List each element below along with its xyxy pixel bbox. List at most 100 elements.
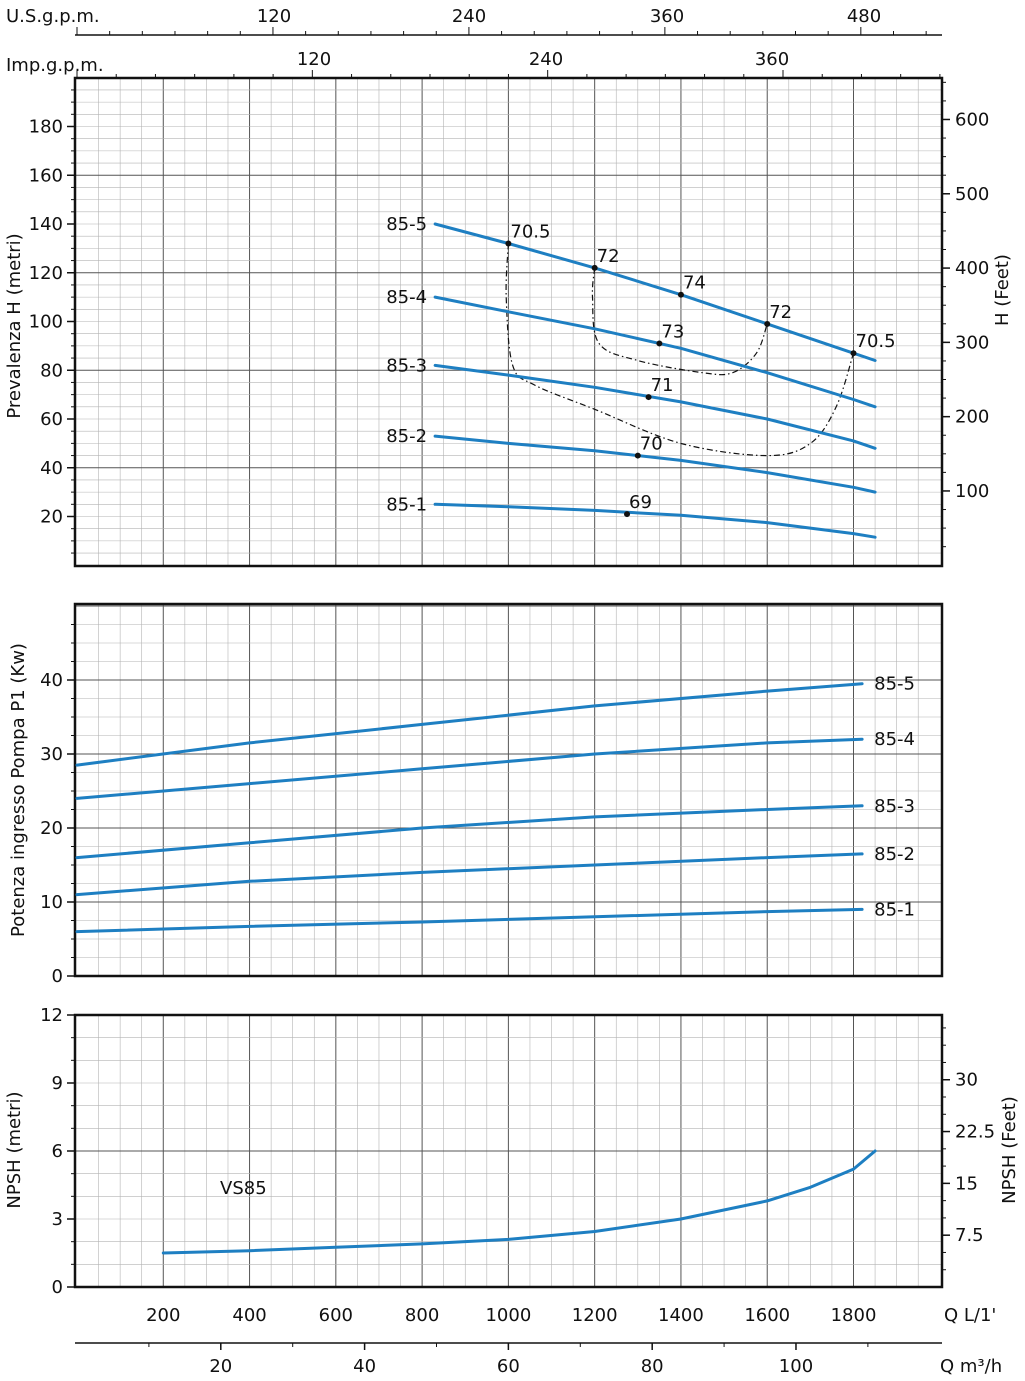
- y-tick-label: 9: [52, 1073, 63, 1094]
- y-tick-label: 120: [29, 263, 63, 284]
- m3h-axis-label: Q m³/h: [940, 1356, 1002, 1377]
- head-grid: [73, 76, 944, 568]
- series-label: 85-2: [386, 426, 427, 447]
- efficiency-point: [656, 340, 663, 347]
- npsh-right-axis-label: NPSH (Feet): [999, 1096, 1020, 1204]
- y-tick-label: 3: [52, 1209, 63, 1230]
- y-tick-label: 12: [40, 1005, 63, 1026]
- y-tick-label: 30: [40, 744, 63, 765]
- series-label: 85-1: [874, 899, 915, 920]
- usgpm-tick-label: 360: [650, 6, 684, 27]
- y-tick-label: 6: [52, 1141, 63, 1162]
- usgpm-tick-label: 480: [847, 6, 881, 27]
- lmin-tick-label: 1600: [744, 1305, 790, 1326]
- lmin-tick-labels: 200 400 600 800 1000 1200 1400 1600 1800: [146, 1305, 876, 1326]
- usgpm-axis-label: U.S.g.p.m.: [6, 6, 100, 27]
- right-tick-label: 15: [955, 1173, 978, 1194]
- y-tick-label: 180: [29, 117, 63, 138]
- head-y-axis-label: Prevalenza H (metri): [4, 233, 25, 418]
- efficiency-point-label: 70.5: [856, 331, 896, 352]
- right-tick-label: 500: [955, 184, 989, 205]
- right-tick-label: 400: [955, 258, 989, 279]
- lmin-tick-label: 1400: [658, 1305, 704, 1326]
- efficiency-point: [591, 264, 598, 271]
- series-line-85-3: [433, 363, 877, 450]
- series-label: 85-1: [386, 494, 427, 515]
- series-line-85-1: [75, 907, 864, 934]
- head-chart: 70.5 72 74 72 70.5 73 71 70 69 20 40 60 80 100 120 140…: [4, 76, 1013, 568]
- right-tick-label: 300: [955, 332, 989, 353]
- series-label: 85-4: [386, 287, 427, 308]
- efficiency-point-label: 71: [651, 375, 674, 396]
- impgpm-axis-label: Imp.g.p.m.: [6, 55, 104, 76]
- series-line-85-5: [433, 222, 877, 362]
- y-tick-label: 0: [52, 966, 63, 987]
- lmin-tick-label: 200: [146, 1305, 180, 1326]
- head-right-axis-label: H (Feet): [992, 254, 1013, 326]
- y-tick-label: 0: [52, 1277, 63, 1298]
- lmin-tick-label: 600: [319, 1305, 353, 1326]
- npsh-chart: 0 3 6 9 12 7.5 15 22.5 30 NPSH (metri) NPSH (Fee…: [4, 1005, 1020, 1298]
- npsh-y-ticks: 0 3 6 9 12 7.5 15 22.5 30: [40, 1005, 995, 1298]
- efficiency-point-label: 73: [661, 321, 684, 342]
- npsh-model-annotation: VS85: [220, 1178, 267, 1199]
- power-grid: [73, 602, 944, 978]
- series-line-85-2: [433, 434, 877, 494]
- efficiency-point-label: 72: [769, 302, 792, 323]
- y-tick-label: 20: [40, 818, 63, 839]
- usgpm-tick-label: 240: [452, 6, 486, 27]
- series-line-85-4: [75, 737, 864, 800]
- efficiency-point-label: 74: [683, 273, 706, 294]
- series-line-85-2: [75, 852, 864, 897]
- lmin-tick-label: 1000: [485, 1305, 531, 1326]
- series-line-85-3: [75, 804, 864, 860]
- m3h-tick-label: 80: [641, 1356, 664, 1377]
- series-line-VS85: [161, 1149, 877, 1255]
- head-series-labels: 85-5 85-4 85-3 85-2 85-1: [386, 214, 427, 515]
- right-tick-label: 100: [955, 481, 989, 502]
- m3h-tick-label: 20: [209, 1356, 232, 1377]
- efficiency-point: [505, 240, 512, 247]
- series-label: 85-5: [874, 674, 915, 695]
- y-tick-label: 10: [40, 892, 63, 913]
- efficiency-point-label: 72: [597, 246, 620, 267]
- efficiency-point-label: 70: [640, 434, 663, 455]
- y-tick-label: 60: [40, 409, 63, 430]
- right-tick-label: 22.5: [955, 1122, 995, 1143]
- usgpm-tick-label: 120: [257, 6, 291, 27]
- top-axes: U.S.g.p.m. Imp.g.p.m. 120 240 360 480 12…: [6, 6, 942, 79]
- impgpm-tick-label: 120: [297, 49, 331, 70]
- efficiency-point-label: 69: [629, 492, 652, 513]
- impgpm-tick-label: 240: [529, 49, 563, 70]
- y-tick-label: 80: [40, 360, 63, 381]
- m3h-tick-labels: 20 40 60 80 100: [148, 1343, 869, 1377]
- power-series-labels: 85-5 85-4 85-3 85-2 85-1: [874, 674, 915, 921]
- efficiency-contour-72: [591, 267, 768, 376]
- npsh-grid: [73, 1013, 944, 1289]
- y-tick-label: 160: [29, 165, 63, 186]
- npsh-curve: [161, 1149, 877, 1255]
- lmin-tick-label: 1800: [831, 1305, 877, 1326]
- series-label: 85-2: [874, 844, 915, 865]
- efficiency-point: [764, 320, 771, 327]
- series-line-85-1: [433, 502, 877, 539]
- efficiency-point: [634, 452, 641, 459]
- series-label: 85-3: [386, 355, 427, 376]
- m3h-tick-label: 60: [497, 1356, 520, 1377]
- series-label: 85-4: [874, 729, 915, 750]
- series-label: 85-3: [874, 796, 915, 817]
- efficiency-point: [645, 394, 652, 401]
- power-y-ticks: 0 10 20 30 40: [40, 624, 75, 987]
- panel-frame: [73, 602, 944, 978]
- impgpm-tick-label: 360: [755, 49, 789, 70]
- right-tick-label: 200: [955, 407, 989, 428]
- efficiency-point: [850, 350, 857, 357]
- efficiency-points: 70.5 72 74 72 70.5 73 71 70 69: [505, 222, 896, 518]
- efficiency-point: [677, 291, 684, 298]
- right-tick-label: 7.5: [955, 1225, 984, 1246]
- y-tick-label: 20: [40, 507, 63, 528]
- right-tick-label: 600: [955, 109, 989, 130]
- lmin-tick-label: 1200: [572, 1305, 618, 1326]
- efficiency-point: [624, 511, 631, 518]
